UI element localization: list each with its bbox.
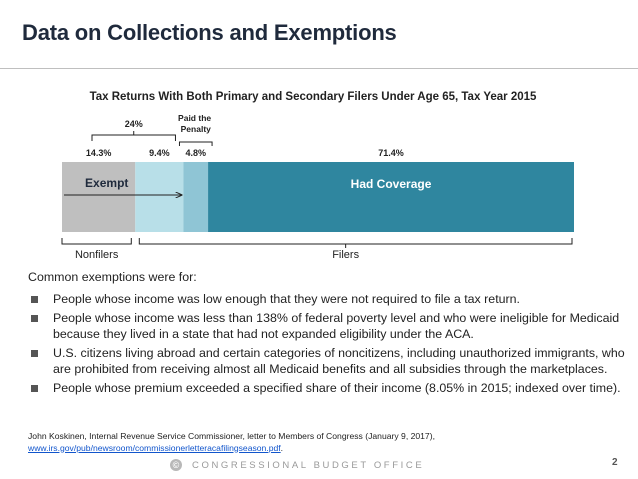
paid-penalty-label: Paid the Penalty [178,113,213,134]
chart-title: Tax Returns With Both Primary and Second… [90,91,537,103]
footer: © CONGRESSIONAL BUDGET OFFICE [170,459,470,473]
stacked-bar-chart: Tax Returns With Both Primary and Second… [61,91,574,261]
list-item-text: U.S. citizens living abroad and certain … [53,346,625,376]
bar-segment-1 [62,162,136,232]
had-coverage-label: Had Coverage [351,177,432,191]
bar-segment-2 [135,162,184,232]
paid-penalty-line-2: Penalty [181,124,212,134]
bullet-square-icon [31,315,38,322]
list-item: U.S. citizens living abroad and certain … [28,345,628,377]
exempt-label: Exempt [85,176,128,190]
list-item-text: People whose premium exceeded a specifie… [53,381,621,395]
bullet-square-icon [31,296,38,303]
segment-value-label-1: 14.3% [86,148,112,158]
exemptions-intro: Common exemptions were for: [28,270,197,284]
exempt-total-label: 24% [125,119,143,129]
segment-value-label-4: 71.4% [378,148,404,158]
paid-penalty-bracket [178,141,213,146]
bullet-square-icon [31,385,38,392]
organization-name: CONGRESSIONAL BUDGET OFFICE [192,460,425,471]
bar-segment-4 [208,162,574,232]
bar-segment-3 [183,162,209,232]
filers-label: Filers [332,249,359,261]
source-note: John Koskinen, Internal Revenue Service … [28,431,588,454]
nonfilers-label: Nonfilers [75,249,119,261]
bullet-square-icon [31,350,38,357]
list-item-text: People whose income was low enough that … [53,292,520,306]
list-item-text: People whose income was less than 138% o… [53,311,620,341]
filers-bracket [138,238,573,248]
paid-penalty-line-1: Paid the [178,113,211,123]
page-title: Data on Collections and Exemptions [22,20,397,45]
list-item: People whose income was less than 138% o… [28,310,628,342]
segment-value-label-3: 4.8% [186,148,207,158]
source-link[interactable]: www.irs.gov/pub/newsroom/commissionerlet… [28,442,281,453]
list-item: People whose income was low enough that … [28,291,628,307]
source-link-suffix: . [280,442,284,453]
cbo-logo-icon: © [170,459,182,471]
page-number: 2 [612,457,618,468]
nonfilers-bracket [61,238,132,245]
exemption-list: People whose income was low enough that … [28,291,628,396]
segment-value-label-2: 9.4% [149,148,170,158]
exempt-total-bracket [91,131,176,141]
list-item: People whose premium exceeded a specifie… [28,380,628,396]
title-divider [0,68,638,69]
body-text: Common exemptions were for: People whose… [28,269,628,399]
source-text: John Koskinen, Internal Revenue Service … [28,431,435,441]
